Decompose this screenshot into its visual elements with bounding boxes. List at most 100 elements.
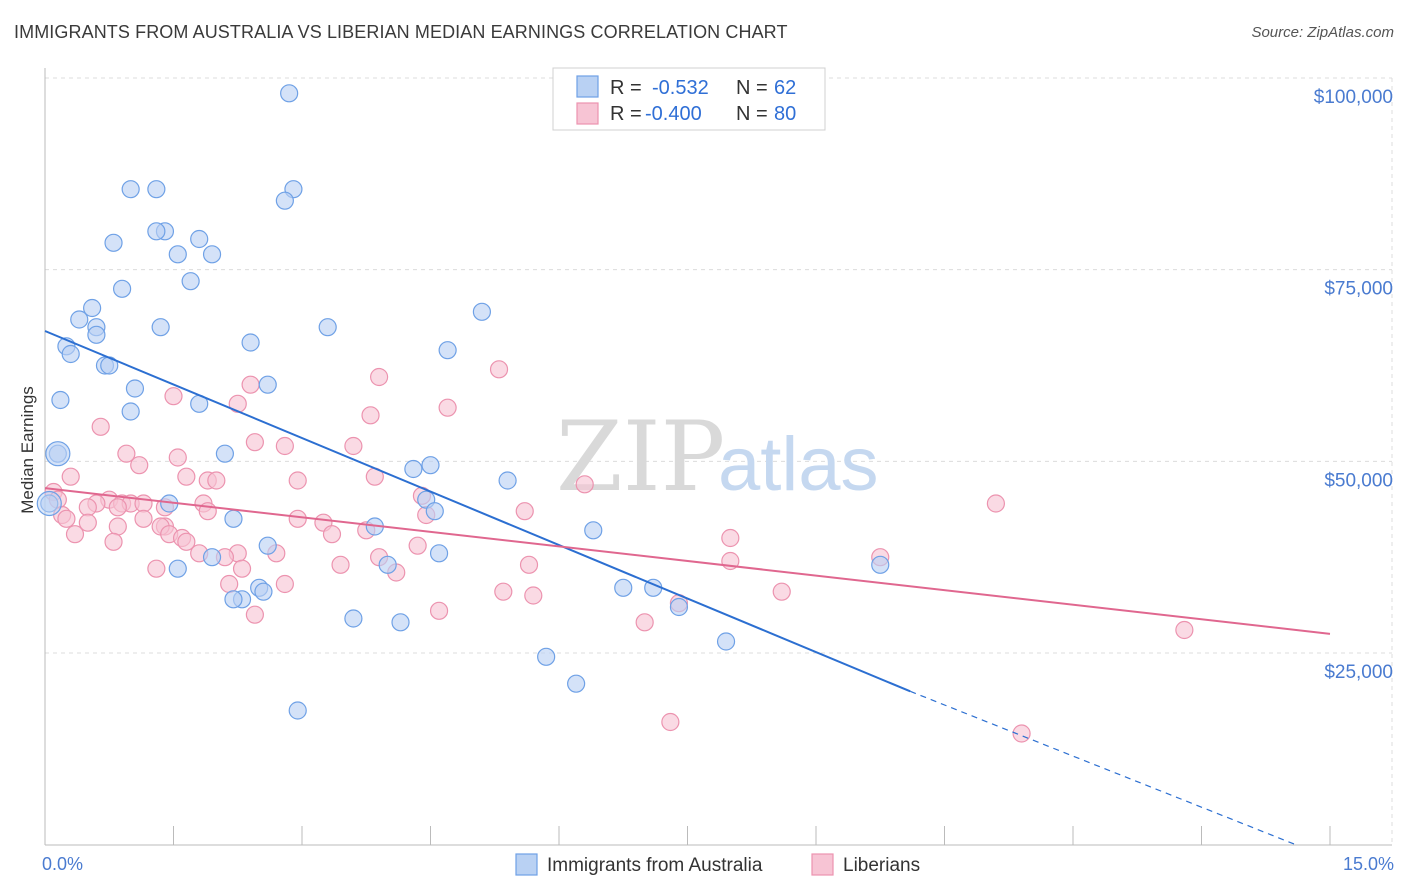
y-axis-label: Median Earnings [18,386,37,514]
australia-point-60 [567,674,586,693]
australia-point-30 [121,402,140,421]
australia-point-48 [871,555,890,574]
liberians-point-15 [288,471,307,490]
australia-point-34 [404,459,423,479]
bottom-legend-swatch-australia [515,853,538,876]
australia-point-14 [472,302,491,321]
australia-point-40 [224,509,243,528]
australia-point-44 [429,544,449,563]
chart-title: IMMIGRANTS FROM AUSTRALIA VS LIBERIAN ME… [14,22,788,42]
watermark-zip: ZIP [556,401,725,513]
liberians-point-28 [108,498,127,517]
liberians-point-43 [57,509,76,528]
australia-point-26 [258,375,277,394]
australia-point-6 [147,222,166,241]
australia-point-59 [537,647,556,666]
australia-point-large-0 [45,441,71,467]
y-tick-label-0: $25,000 [1324,662,1393,683]
liberians-point-65 [147,559,166,578]
liberians-point-46 [65,525,85,544]
liberians-point-6 [361,406,380,425]
watermark: ZIP atlas [556,401,879,513]
liberians-point-74 [245,605,264,624]
liberians-point-3 [164,387,183,406]
australia-point-52 [254,582,273,601]
liberians-point-53 [408,536,427,555]
y-tick-label-3: $100,000 [1314,87,1393,108]
liberians-point-63 [519,555,539,574]
australia-point-32 [215,444,234,463]
watermark-atlas: atlas [718,422,879,507]
liberians-point-12 [168,448,187,467]
liberians-point-51 [104,532,123,551]
australia-point-23 [61,344,80,364]
australia-point-21 [241,333,260,352]
legend-r-label-1: R = [610,77,642,99]
liberians-point-13 [130,456,149,475]
liberians-point-1 [370,367,389,387]
legend-n-label-2: N = [736,103,768,125]
australia-point-43 [258,536,277,555]
australia-point-1 [147,180,166,199]
australia-point-54 [224,590,243,609]
australia-point-39 [425,502,444,521]
liberians-point-48 [322,525,342,544]
australia-point-55 [669,597,689,617]
x-tick-label-1: 15.0% [1343,854,1394,874]
australia-point-42 [584,521,603,540]
y-tick-labels: $25,000 $50,000 $75,000 $100,000 [1314,87,1393,683]
liberians-point-76 [1175,620,1194,640]
legend-r-value-1: -0.532 [652,77,709,99]
australia-point-2 [121,180,140,199]
australia-point-47 [168,559,187,578]
liberians-point-5 [438,398,457,417]
liberians-point-54 [721,528,740,548]
legend-r-value-2: -0.400 [645,103,702,125]
liberians-point-66 [232,559,252,578]
liberians-point-17 [177,467,196,486]
liberians-point-73 [429,601,449,620]
australia-point-28 [51,390,70,410]
source-credit: Source: ZipAtlas.com [1251,24,1394,41]
australia-points [36,84,890,720]
liberians-point-8 [245,433,264,452]
australia-point-46 [378,555,397,574]
liberians-point-29 [134,494,153,513]
liberians-point-20 [575,475,594,494]
trend-lines [44,330,1331,846]
australia-point-4 [275,191,294,210]
liberians-point-14 [61,467,80,486]
australia-point-61 [288,701,307,720]
gridlines [45,77,1393,845]
legend-n-label-1: N = [736,77,768,99]
bottom-legend-swatch-liberians [811,853,834,876]
liberians-point-39 [78,513,97,532]
australia-point-56 [344,609,363,628]
liberians-point-71 [524,586,543,605]
liberians-point-52 [177,532,196,551]
australia-point-35 [498,471,517,490]
liberians-point-35 [515,502,534,521]
liberians-point-68 [275,574,294,594]
liberians-point-34 [986,494,1006,513]
liberians-point-10 [344,436,363,456]
australia-point-9 [168,245,187,264]
australia-point-49 [614,578,633,597]
australia-point-7 [104,233,123,252]
liberians-point-9 [275,436,294,456]
liberians-point-41 [134,509,153,528]
australia-point-57 [391,613,410,632]
legend-r-label-2: R = [610,103,642,125]
x-tick-labels: 0.0% 15.0% [42,854,1394,874]
australia-trend-extension [910,690,1296,846]
australia-point-58 [716,632,736,651]
liberians-point-69 [494,582,513,601]
bottom-legend-label-australia: Immigrants from Australia [547,855,763,876]
y-tick-label-1: $50,000 [1324,470,1393,491]
bottom-legend-label-liberians: Liberians [843,855,920,876]
liberians-point-7 [91,417,110,436]
australia-point-15 [70,310,89,329]
liberians-point-70 [772,582,791,601]
legend-swatch-australia [576,75,599,98]
australia-point-10 [202,245,222,264]
